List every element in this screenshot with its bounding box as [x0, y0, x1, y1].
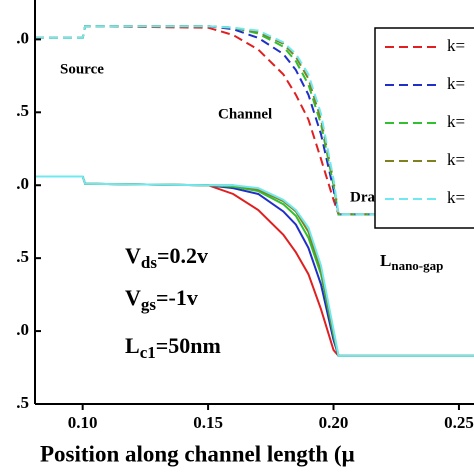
annotation-sub: ds — [141, 253, 157, 272]
x-tick-label: 0.20 — [319, 413, 349, 432]
series-line — [35, 175, 474, 357]
y-tick-label: .5 — [16, 101, 29, 120]
annotation: Vgs=-1v — [125, 285, 198, 314]
legend-label: k= — [447, 112, 465, 131]
legend-label: k= — [447, 36, 465, 55]
legend-label: k= — [447, 150, 465, 169]
annotation-rest: =0.2v — [157, 243, 208, 268]
annotation-main: L — [125, 333, 140, 358]
annotation-rest: =-1v — [156, 285, 198, 310]
annotation: Lnano-gap — [380, 251, 443, 273]
annotation-main: V — [125, 243, 141, 268]
annotation-rest: =50nm — [156, 333, 221, 358]
annotation-sub: nano-gap — [391, 258, 443, 273]
y-tick-label: .5 — [16, 247, 29, 266]
annotation: Vds=0.2v — [125, 243, 208, 272]
y-tick-label: .0 — [16, 28, 29, 47]
y-tick-label: .0 — [16, 320, 29, 339]
annotation-sub: gs — [141, 295, 157, 314]
legend-label: k= — [447, 188, 465, 207]
series-line — [35, 25, 474, 216]
x-axis-label: Position along channel length (μ — [40, 441, 355, 466]
x-tick-label: 0.10 — [68, 413, 98, 432]
annotation-main: L — [380, 251, 391, 270]
y-tick-label: .0 — [16, 174, 29, 193]
annotation-main: V — [125, 285, 141, 310]
x-tick-label: 0.15 — [193, 413, 223, 432]
annotation: Channel — [218, 106, 272, 122]
legend-label: k= — [447, 74, 465, 93]
x-tick-label: 0.25 — [444, 413, 474, 432]
y-tick-label: .5 — [16, 393, 29, 412]
annotation: Source — [60, 61, 104, 77]
plot-area — [35, 25, 474, 357]
annotation: Lc1=50nm — [125, 333, 221, 362]
annotation-sub: c1 — [140, 343, 156, 362]
legend-box — [374, 27, 474, 229]
